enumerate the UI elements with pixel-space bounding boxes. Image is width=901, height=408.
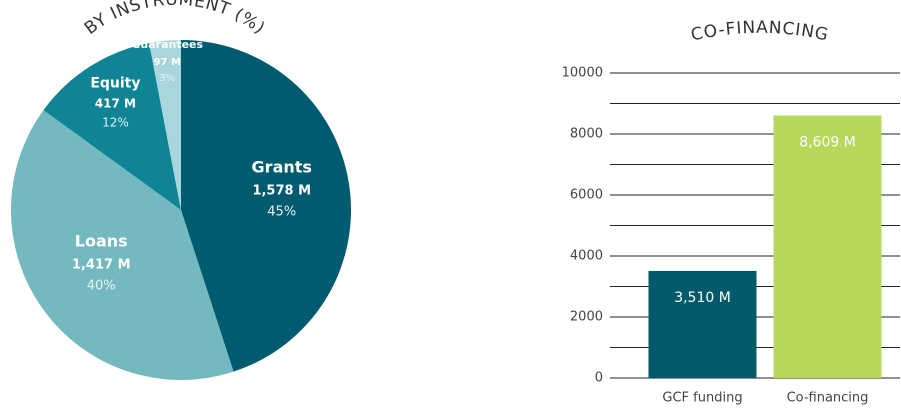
bar-value-label: 8,609 M: [799, 134, 856, 150]
slice-percent: 45%: [267, 205, 296, 220]
bar-value-label: 3,510 M: [674, 290, 731, 306]
y-tick-label: 2000: [570, 310, 603, 325]
x-tick-label: GCF funding: [662, 391, 742, 406]
y-tick-label: 4000: [570, 249, 603, 264]
bar: [648, 270, 757, 378]
bar: [773, 115, 882, 378]
bar-title-path: CO-FINANCING: [689, 18, 830, 46]
x-tick-label: Co-financing: [787, 391, 869, 406]
y-tick-label: 6000: [570, 188, 603, 203]
slice-amount: 97 M: [154, 57, 181, 68]
slice-percent: 40%: [87, 278, 116, 293]
slice-percent: 3%: [159, 73, 175, 84]
slice-amount: 1,417 M: [72, 257, 131, 272]
pie-title-path: BY INSTRUMENT (%): [81, 0, 268, 39]
slice-percent: 12%: [102, 115, 129, 129]
pie-slice: [10, 110, 234, 380]
slice-amount: 417 M: [95, 96, 136, 110]
pie-slice: [149, 40, 181, 210]
y-tick-label: 10000: [562, 66, 603, 81]
slice-name: Loans: [75, 231, 128, 250]
pie-title: BY INSTRUMENT (%): [81, 0, 269, 39]
bar-title: CO-FINANCING: [689, 18, 831, 46]
pie-slice: [181, 40, 351, 372]
y-tick-label: 0: [595, 371, 603, 386]
pie-slice: [43, 43, 182, 210]
slice-name: Grants: [252, 158, 312, 177]
y-tick-label: 8000: [570, 127, 603, 142]
slice-name: Equity: [90, 75, 140, 91]
slice-name: Guarantees: [131, 38, 203, 51]
slice-amount: 1,578 M: [252, 184, 311, 199]
